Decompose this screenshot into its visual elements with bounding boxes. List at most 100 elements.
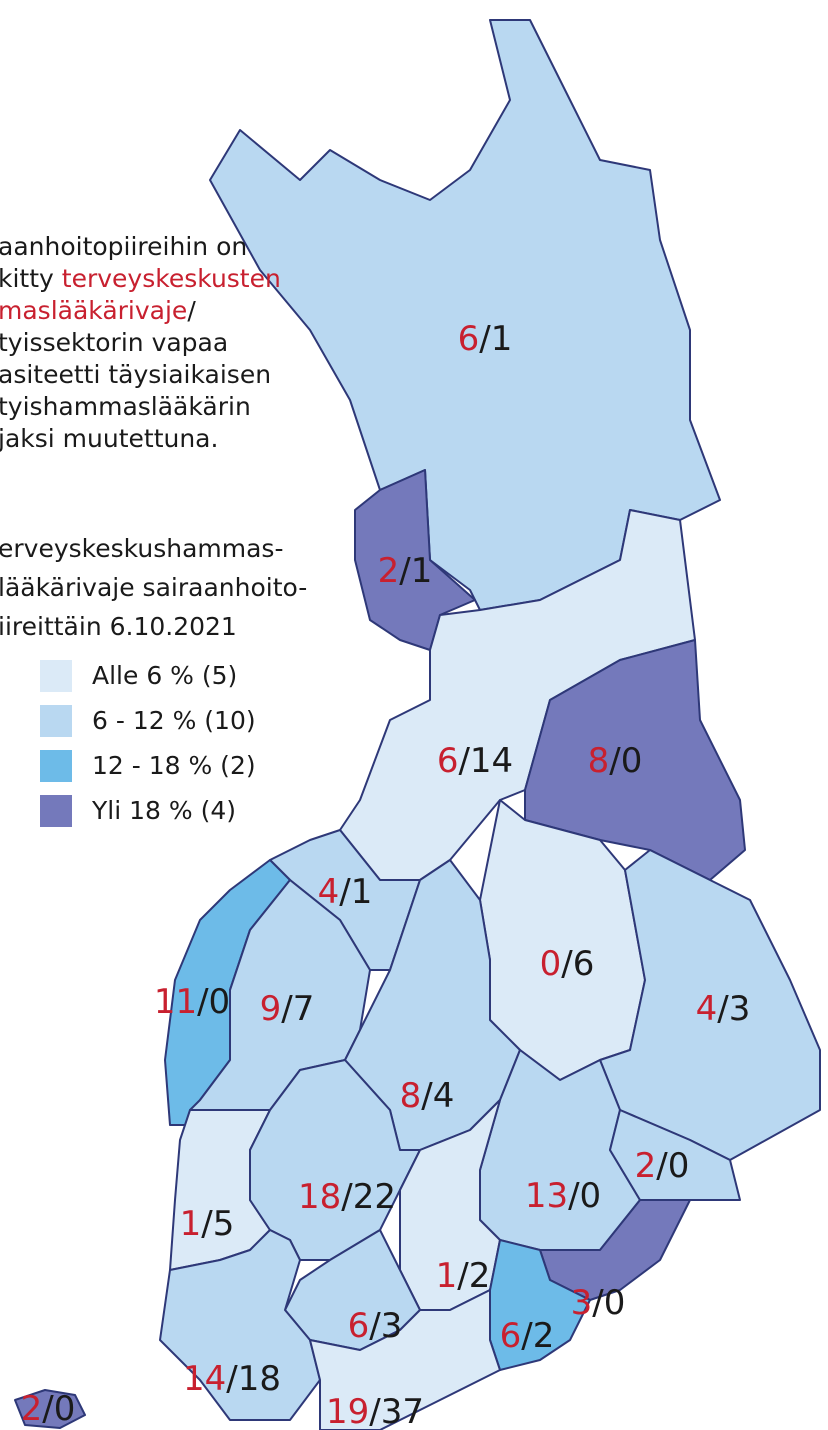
title-line: iireittäin 6.10.2021 (0, 612, 237, 641)
highlight-text: terveyskeskusten (62, 264, 281, 293)
gap-value: 18 (298, 1177, 341, 1217)
free-value: 37 (381, 1392, 424, 1430)
legend-swatch (40, 750, 72, 782)
separator: / (399, 551, 411, 591)
region (599, 849, 821, 1161)
legend-swatch (40, 705, 72, 737)
description-line: tyissektorin vapaa (0, 328, 228, 357)
gap-value: 2 (378, 551, 400, 591)
separator: / (369, 1306, 381, 1346)
free-value: 0 (209, 982, 231, 1022)
free-value: 1 (411, 551, 433, 591)
free-value: 1 (351, 872, 373, 912)
free-value: 4 (433, 1076, 455, 1116)
region-label: 13/0 (525, 1176, 601, 1216)
gap-value: 19 (326, 1392, 369, 1430)
separator: / (341, 1177, 353, 1217)
separator: / (656, 1146, 668, 1186)
gap-value: 8 (400, 1076, 422, 1116)
region-label: 2/0 (21, 1389, 76, 1429)
gap-value: 1 (436, 1256, 458, 1296)
region-label: 6/1 (458, 319, 513, 359)
free-value: 2 (533, 1316, 555, 1356)
separator: / (421, 1076, 433, 1116)
region-label: 2/0 (635, 1146, 690, 1186)
separator: / (42, 1389, 54, 1429)
separator: / (479, 319, 491, 359)
gap-value: 4 (318, 872, 340, 912)
separator: / (561, 944, 573, 984)
text: asiteetti täysiaikaisen (0, 360, 271, 389)
legend-label: Yli 18 % (4) (91, 796, 236, 825)
separator: / (281, 989, 293, 1029)
region-label: 1/2 (436, 1256, 491, 1296)
free-value: 18 (238, 1359, 281, 1399)
region-label: 6/3 (348, 1306, 403, 1346)
region-label: 3/0 (571, 1283, 626, 1323)
separator: / (339, 872, 351, 912)
free-value: 3 (381, 1306, 403, 1346)
legend-label: 6 - 12 % (10) (92, 706, 256, 735)
region-label: 9/7 (260, 989, 315, 1029)
region-label: 19/37 (326, 1392, 424, 1430)
free-value: 2 (469, 1256, 491, 1296)
region (14, 1389, 86, 1429)
region (209, 19, 721, 611)
description-line: kitty terveyskeskusten (0, 264, 281, 293)
gap-value: 11 (154, 982, 197, 1022)
highlight-text: maslääkärivaje (0, 296, 187, 325)
free-value: 0 (621, 741, 643, 781)
gap-value: 14 (183, 1359, 226, 1399)
free-value: 0 (54, 1389, 76, 1429)
separator: / (369, 1392, 381, 1430)
region-label: 4/3 (696, 989, 751, 1029)
text: jaksi muutettuna. (0, 424, 218, 453)
free-value: 3 (729, 989, 751, 1029)
region-label: 0/6 (540, 944, 595, 984)
description-line: asiteetti täysiaikaisen (0, 360, 271, 389)
region (159, 1229, 321, 1421)
region (309, 1289, 501, 1430)
free-value: 1 (491, 319, 513, 359)
title-line: erveyskeskushammas- (0, 534, 283, 563)
region-label: 2/1 (378, 551, 433, 591)
region-label: 8/0 (588, 741, 643, 781)
region-label: 14/18 (183, 1359, 281, 1399)
description-line: tyishammaslääkärin (0, 392, 251, 421)
legend-label: Alle 6 % (5) (92, 661, 237, 690)
text: / (187, 296, 196, 325)
description-line: maslääkärivaje/ (0, 296, 196, 325)
description-line: jaksi muutettuna. (0, 424, 218, 453)
gap-value: 0 (540, 944, 562, 984)
separator: / (568, 1176, 580, 1216)
free-value: 7 (293, 989, 315, 1029)
region-label: 6/14 (437, 741, 513, 781)
separator: / (201, 1204, 213, 1244)
separator: / (609, 741, 621, 781)
gap-value: 6 (458, 319, 480, 359)
separator: / (226, 1359, 238, 1399)
gap-value: 6 (500, 1316, 522, 1356)
free-value: 0 (580, 1176, 602, 1216)
text: tyishammaslääkärin (0, 392, 251, 421)
regions (14, 19, 821, 1430)
gap-value: 1 (180, 1204, 202, 1244)
legend-label: 12 - 18 % (2) (92, 751, 256, 780)
gap-value: 6 (437, 741, 459, 781)
separator: / (197, 982, 209, 1022)
text: kitty (0, 264, 62, 293)
region (609, 1109, 741, 1201)
region-label: 8/4 (400, 1076, 455, 1116)
region-label: 1/5 (180, 1204, 235, 1244)
free-value: 22 (353, 1177, 396, 1217)
gap-value: 2 (635, 1146, 657, 1186)
free-value: 14 (470, 741, 513, 781)
free-value: 0 (604, 1283, 626, 1323)
text: tyissektorin vapaa (0, 328, 228, 357)
region (339, 509, 696, 881)
legend-swatch (40, 660, 72, 692)
legend-swatch (40, 795, 72, 827)
separator: / (521, 1316, 533, 1356)
